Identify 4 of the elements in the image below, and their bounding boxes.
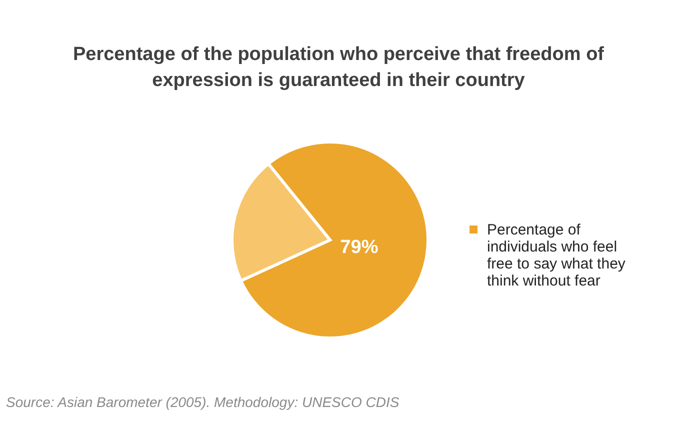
source-note: Source: Asian Barometer (2005). Methodology: UNESCO CDIS bbox=[6, 394, 400, 410]
chart-title: Percentage of the population who perceive that freedom of expression is guaranteed in their country bbox=[72, 44, 605, 91]
legend-label: Percentage of individuals who feel free to say what they think without fear bbox=[487, 222, 626, 290]
data-label: 79% bbox=[340, 236, 378, 258]
